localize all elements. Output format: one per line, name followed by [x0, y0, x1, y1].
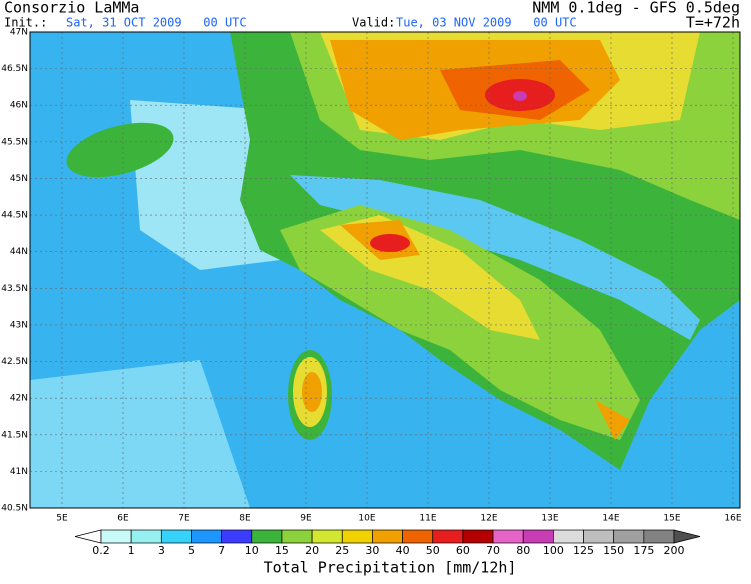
colorbar-box: [372, 529, 403, 544]
colorbar-box: [100, 529, 132, 544]
colorbar-label: 70: [486, 544, 500, 557]
colorbar-box: [160, 529, 192, 544]
colorbar-box: [311, 529, 343, 544]
colorbar-label: 15: [275, 544, 289, 557]
lon-label: 14E: [602, 514, 619, 524]
lat-label: 41.5N: [1, 430, 28, 440]
colorbar-label: 0.2: [92, 544, 110, 557]
lat-label: 47N: [10, 28, 28, 38]
colorbar-label: 10: [245, 544, 259, 557]
lat-label: 45N: [10, 174, 28, 184]
colorbar-box: [402, 529, 434, 544]
colorbar-label: 20: [305, 544, 319, 557]
colorbar-label: 150: [603, 544, 624, 557]
colorbar-label: 40: [396, 544, 410, 557]
precip-map: [30, 32, 740, 508]
lat-label: 45.5N: [1, 137, 28, 147]
lat-label: 43.5N: [1, 284, 28, 294]
colorbar-label: 200: [664, 544, 685, 557]
lon-label: 13E: [541, 514, 558, 524]
colorbar-box: [492, 529, 524, 544]
colorbar-box: [553, 529, 584, 544]
colorbar-label: 60: [456, 544, 470, 557]
lon-label: 8E: [239, 514, 251, 524]
lat-label: 44.5N: [1, 211, 28, 221]
lat-label: 40.5N: [1, 504, 28, 514]
lat-label: 42N: [10, 394, 28, 404]
colorbar-box: [583, 529, 615, 544]
valid-label: Valid:: [352, 16, 395, 30]
valid-date: Tue, 03 NOV 2009 00 UTC: [396, 16, 577, 30]
lon-label: 12E: [480, 514, 497, 524]
colorbar-box: [281, 529, 313, 544]
colorbar-box: [462, 529, 494, 544]
lon-label: 9E: [300, 514, 312, 524]
colorbar-label: 50: [426, 544, 440, 557]
colorbar-label: 5: [188, 544, 195, 557]
lon-label: 11E: [419, 514, 436, 524]
colorbar-label: 80: [516, 544, 530, 557]
lead-time: T=+72h: [686, 14, 740, 32]
lon-label: 15E: [663, 514, 680, 524]
lat-label: 41N: [10, 467, 28, 477]
lon-label: 6E: [117, 514, 129, 524]
colorbar-box: [221, 529, 253, 544]
colorbar-label: 7: [218, 544, 225, 557]
lat-label: 43N: [10, 320, 28, 330]
model: NMM 0.1deg - GFS 0.5deg: [532, 0, 740, 17]
lon-label: 10E: [358, 514, 375, 524]
title: Consorzio LaMMa: [4, 0, 139, 17]
colorbar-label: 1: [128, 544, 135, 557]
colorbar-box: [130, 529, 162, 544]
lon-label: 7E: [178, 514, 190, 524]
map-frame: [29, 31, 741, 509]
init-date: Sat, 31 OCT 2009 00 UTC: [66, 16, 247, 30]
colorbar-label: 25: [335, 544, 349, 557]
colorbar-label: 100: [543, 544, 564, 557]
colorbar-box: [251, 529, 283, 544]
colorbar-box: [522, 529, 554, 544]
lon-label: 16E: [724, 514, 741, 524]
colorbar-title: Total Precipitation [mm/12h]: [264, 559, 517, 577]
colorbar-box: [432, 529, 464, 544]
colorbar-label: 125: [573, 544, 594, 557]
colorbar-label: 30: [365, 544, 379, 557]
lat-label: 44N: [10, 247, 28, 257]
colorbar-box: [191, 529, 222, 544]
colorbar-box: [613, 529, 645, 544]
colorbar-label: 3: [158, 544, 165, 557]
lon-label: 5E: [56, 514, 68, 524]
lat-label: 46.5N: [1, 64, 28, 74]
colorbar-label: 175: [633, 544, 654, 557]
colorbar-box: [341, 529, 373, 544]
lat-label: 42.5N: [1, 357, 28, 367]
colorbar-low: [74, 529, 102, 544]
colorbar-box: [643, 529, 675, 544]
init-label: Init.:: [4, 16, 47, 30]
lat-label: 46N: [10, 101, 28, 111]
colorbar-high: [673, 529, 701, 544]
